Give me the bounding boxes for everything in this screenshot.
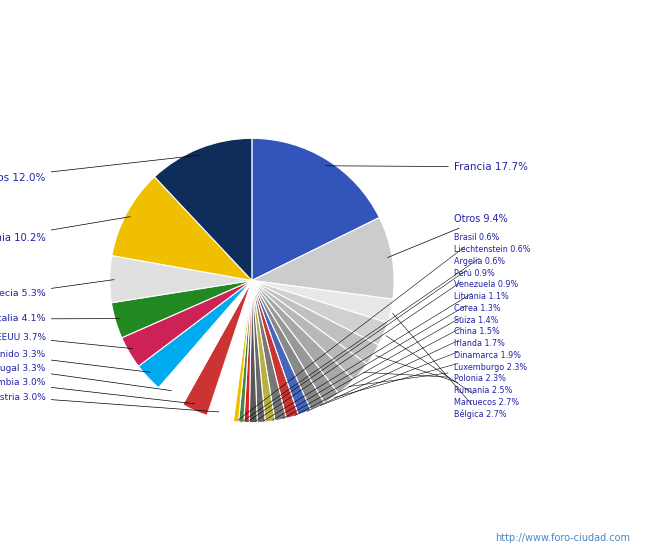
Wedge shape — [252, 280, 275, 422]
Text: http://www.foro-ciudad.com: http://www.foro-ciudad.com — [495, 532, 630, 543]
Text: Francia 17.7%: Francia 17.7% — [326, 162, 528, 172]
Wedge shape — [111, 280, 252, 338]
Text: EEUU 3.7%: EEUU 3.7% — [0, 333, 133, 349]
Wedge shape — [252, 280, 287, 421]
Text: Polonia 2.3%: Polonia 2.3% — [363, 372, 506, 383]
Text: Otros 9.4%: Otros 9.4% — [387, 214, 508, 257]
Wedge shape — [138, 280, 252, 388]
Wedge shape — [252, 280, 324, 410]
Wedge shape — [110, 256, 252, 302]
Wedge shape — [252, 280, 354, 393]
Wedge shape — [252, 280, 265, 422]
Text: Colombia 3.0%: Colombia 3.0% — [0, 378, 195, 404]
Text: Rumanía 2.5%: Rumanía 2.5% — [376, 356, 512, 395]
Text: China 1.5%: China 1.5% — [307, 327, 500, 411]
Wedge shape — [159, 280, 252, 405]
Text: Perú 0.9%: Perú 0.9% — [255, 268, 495, 421]
Wedge shape — [233, 280, 252, 422]
Wedge shape — [252, 280, 338, 403]
Wedge shape — [155, 138, 252, 280]
Text: Venezuela 0.9%: Venezuela 0.9% — [264, 280, 518, 421]
Wedge shape — [122, 280, 252, 366]
Wedge shape — [252, 280, 298, 419]
Text: Irlanda 1.7%: Irlanda 1.7% — [320, 339, 504, 405]
Text: Corea 1.3%: Corea 1.3% — [283, 304, 500, 419]
Text: Reino Unido 3.3%: Reino Unido 3.3% — [0, 350, 150, 372]
Text: Bélgica 2.7%: Bélgica 2.7% — [393, 313, 506, 419]
Wedge shape — [183, 280, 252, 415]
Wedge shape — [207, 280, 252, 421]
Wedge shape — [252, 138, 380, 280]
Text: Luxemburgo 2.3%: Luxemburgo 2.3% — [349, 362, 527, 387]
Wedge shape — [252, 280, 378, 364]
Wedge shape — [249, 280, 257, 423]
Text: Países Bajos 12.0%: Países Bajos 12.0% — [0, 155, 200, 183]
Text: Portugal 3.3%: Portugal 3.3% — [0, 364, 172, 390]
Wedge shape — [112, 177, 252, 280]
Wedge shape — [252, 280, 387, 345]
Text: Marruecos 2.7%: Marruecos 2.7% — [386, 336, 519, 407]
Text: Austria 3.0%: Austria 3.0% — [0, 393, 219, 412]
Wedge shape — [252, 280, 393, 323]
Wedge shape — [252, 280, 367, 380]
Text: Brasil 0.6%: Brasil 0.6% — [238, 233, 499, 420]
Text: Dinamarca 1.9%: Dinamarca 1.9% — [334, 351, 521, 398]
Wedge shape — [252, 218, 394, 299]
Text: Suiza 1.4%: Suiza 1.4% — [295, 316, 498, 415]
Text: Alemania 10.2%: Alemania 10.2% — [0, 217, 131, 243]
Text: Suecia 5.3%: Suecia 5.3% — [0, 279, 114, 298]
Text: Liechtenstein 0.6%: Liechtenstein 0.6% — [244, 245, 530, 421]
Wedge shape — [252, 280, 311, 415]
Text: Italia 4.1%: Italia 4.1% — [0, 315, 120, 323]
Wedge shape — [239, 280, 252, 422]
Text: Argelia 0.6%: Argelia 0.6% — [249, 257, 505, 421]
Wedge shape — [244, 280, 252, 422]
Text: Guadalajara - Turistas extranjeros según país - Octubre de 2024: Guadalajara - Turistas extranjeros según… — [111, 13, 539, 26]
Text: Lituania 1.1%: Lituania 1.1% — [272, 292, 508, 420]
